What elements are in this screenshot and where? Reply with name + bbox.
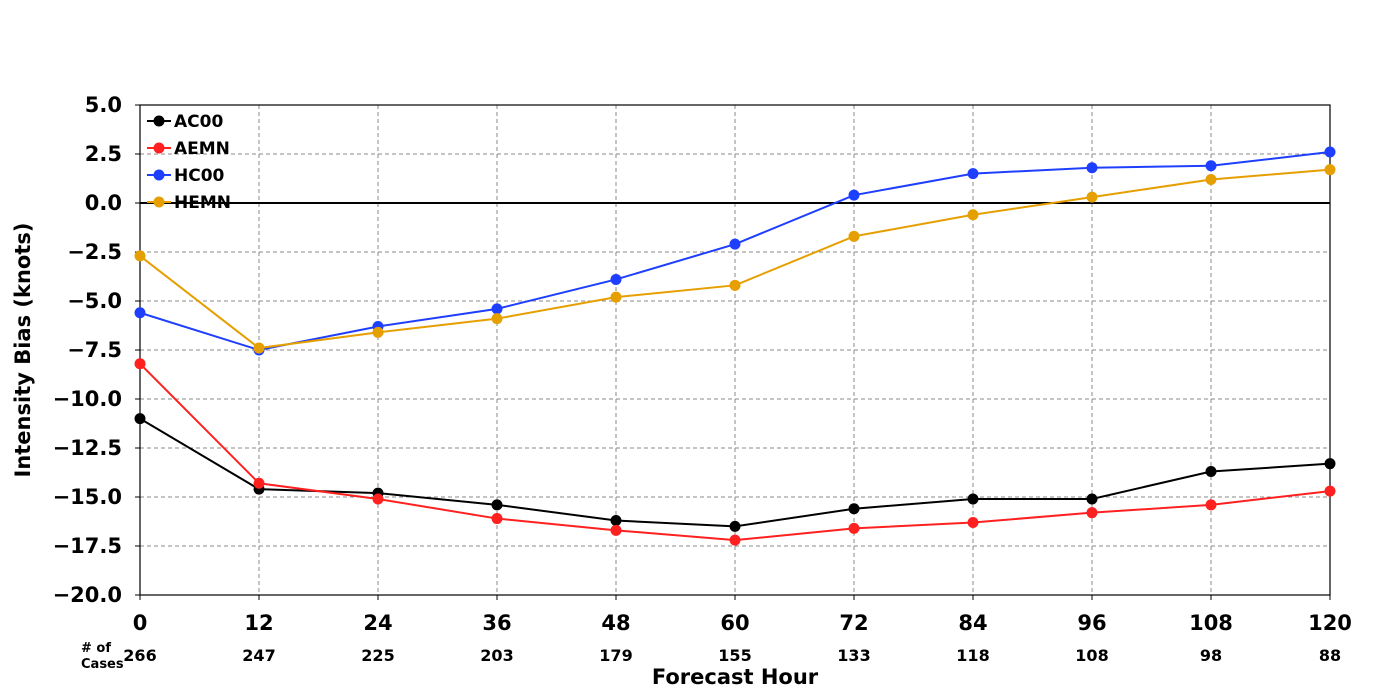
legend-label-hc00: HC00 [174,166,225,186]
case-count: 155 [718,646,751,665]
case-count: 133 [837,646,870,665]
legend-item-hc00: HC00 [147,166,225,186]
point-hc00 [729,238,741,250]
point-hc00 [1324,146,1336,158]
y-axis: 5.0 2.5 0.0 −2.5 −5.0 −7.5 −10.0 −12.5 −15.0 −17.… [53,93,140,607]
y-tick-label: −17.5 [53,534,122,558]
point-aemn [491,513,503,525]
point-aemn [729,534,741,546]
point-hemn [729,279,741,291]
case-count: 266 [123,646,156,665]
point-aemn [1324,485,1336,497]
y-tick-label: −12.5 [53,436,122,460]
x-axis: 0 12 24 36 48 60 72 84 96 108 120 [133,595,1352,635]
point-ac00 [1324,458,1336,470]
y-axis-label: Intensity Bias (knots) [11,223,35,478]
point-hc00 [1205,160,1217,172]
point-hc00 [848,189,860,201]
x-axis-label: Forecast Hour [652,665,819,689]
y-tick-label: 0.0 [85,191,122,215]
y-tick-label: −10.0 [53,387,122,411]
point-hemn [1205,173,1217,185]
case-count: 247 [242,646,275,665]
x-tick-label: 96 [1077,611,1106,635]
point-hemn [610,291,622,303]
point-aemn [848,522,860,534]
y-tick-label: 2.5 [85,142,122,166]
legend-marker-aemn [153,142,165,154]
point-ac00 [848,503,860,515]
series-hc00 [134,146,1336,356]
y-tick-label: −20.0 [53,583,122,607]
case-count: 179 [599,646,632,665]
point-aemn [610,524,622,536]
y-tick-label: −7.5 [67,338,122,362]
y-tick-label: −15.0 [53,485,122,509]
point-hc00 [491,303,503,315]
point-aemn [1086,507,1098,519]
point-ac00 [134,413,146,425]
case-count: 203 [480,646,513,665]
point-ac00 [1205,466,1217,478]
point-aemn [253,477,265,489]
point-hc00 [610,273,622,285]
legend-label-ac00: AC00 [174,112,223,132]
point-hemn [848,230,860,242]
x-tick-label: 12 [244,611,273,635]
series-aemn [134,358,1336,546]
point-ac00 [610,515,622,527]
legend-item-hemn: HEMN [147,193,231,213]
case-count: 108 [1075,646,1108,665]
legend-marker-hc00 [153,169,165,181]
legend-item-aemn: AEMN [147,139,230,159]
series-line-hc00 [139,151,1331,352]
point-hemn [372,326,384,338]
point-hemn [1324,164,1336,176]
legend-label-aemn: AEMN [174,139,230,159]
x-tick-label: 48 [601,611,630,635]
x-tick-label: 120 [1308,611,1352,635]
cases-label-line2: Cases [81,657,124,672]
x-tick-label: 72 [839,611,868,635]
case-count: 225 [361,646,394,665]
point-aemn [967,516,979,528]
point-aemn [1205,499,1217,511]
point-ac00 [1086,493,1098,505]
point-ac00 [491,499,503,511]
point-ac00 [967,493,979,505]
series-layer [134,146,1336,546]
x-tick-label: 36 [482,611,511,635]
point-hc00 [1086,162,1098,174]
legend-marker-hemn [153,196,165,208]
y-tick-label: 5.0 [85,93,122,117]
legend-label-hemn: HEMN [174,193,231,213]
cases-label-line1: # of [81,641,111,656]
point-hemn [491,313,503,325]
x-tick-label: 84 [958,611,987,635]
legend-item-ac00: AC00 [147,112,223,132]
y-tick-label: −5.0 [67,289,122,313]
point-hemn [967,209,979,221]
x-tick-label: 24 [363,611,392,635]
point-hc00 [134,307,146,319]
point-ac00 [729,520,741,532]
case-count: 118 [956,646,989,665]
x-tick-label: 60 [720,611,749,635]
y-tick-label: −2.5 [67,240,122,264]
point-hemn [253,342,265,354]
x-tick-label: 108 [1189,611,1233,635]
legend: AC00 AEMN HC00 HEMN [147,112,231,213]
point-aemn [134,358,146,370]
point-hc00 [967,168,979,180]
point-aemn [372,493,384,505]
cases-row: 266 247 225 203 179 155 133 118 108 98 88 [123,646,1341,665]
case-count: 88 [1319,646,1341,665]
point-hemn [134,250,146,262]
series-hemn [134,164,1336,354]
point-hemn [1086,191,1098,203]
case-count: 98 [1200,646,1222,665]
legend-marker-ac00 [153,115,165,127]
x-tick-label: 0 [133,611,148,635]
